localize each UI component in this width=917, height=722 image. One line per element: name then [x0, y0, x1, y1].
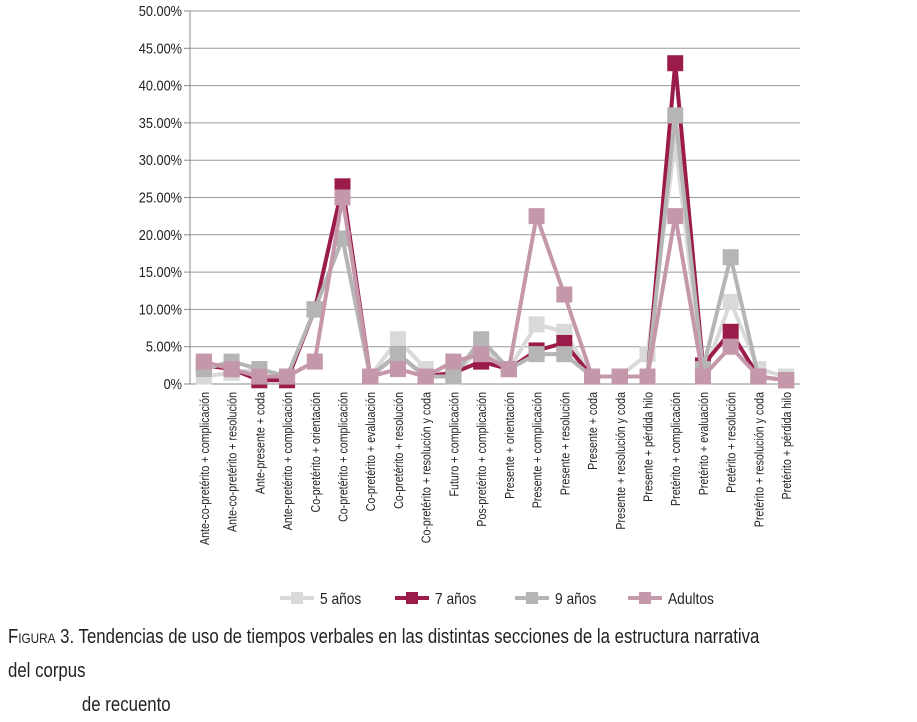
x-tick-label: Ante-pretérito + complicación [280, 392, 295, 530]
data-point [584, 368, 601, 385]
data-point [556, 346, 573, 363]
x-tick-label: Presente + coda [585, 392, 600, 470]
data-point [389, 361, 406, 378]
x-tick-label: Ante-presente + coda [252, 392, 267, 494]
data-point [279, 368, 296, 385]
data-point [473, 331, 490, 348]
data-point [362, 368, 379, 385]
legend-marker [406, 592, 418, 604]
data-point [389, 346, 406, 363]
data-point [722, 249, 739, 266]
data-point [750, 368, 767, 385]
data-point [306, 353, 323, 370]
legend-marker [291, 592, 303, 604]
data-point [251, 368, 268, 385]
y-tick-label: 20.00% [139, 226, 182, 243]
series-4 [195, 189, 795, 389]
x-tick-label: Pretérito + evaluación [696, 392, 711, 495]
data-point [722, 293, 739, 310]
figure-label: Figura 3. [8, 626, 75, 648]
legend-item: Adultos [628, 590, 714, 608]
caption-line-2: de recuento [81, 694, 171, 716]
data-point [528, 316, 545, 333]
figure-caption: Figura 3. Tendencias de uso de tiempos v… [8, 620, 764, 722]
x-tick-label: Co-pretérito + evaluación [363, 392, 378, 511]
x-tick-label: Presente + orientación [502, 392, 517, 499]
series-2 [195, 55, 795, 389]
data-point [778, 372, 795, 389]
data-point [694, 368, 711, 385]
x-tick-label: Pretérito + complicación [668, 392, 683, 506]
y-tick-label: 0% [164, 375, 182, 392]
data-point [611, 368, 628, 385]
legend-item: 7 años [395, 590, 476, 608]
data-point [445, 353, 462, 370]
legend-marker [526, 592, 538, 604]
x-tick-label: Co-pretérito + orientación [308, 392, 323, 512]
legend-label: Adultos [668, 590, 714, 608]
legend-label: 5 años [320, 590, 361, 608]
x-tick-label: Presente + resolución y coda [613, 392, 628, 530]
x-tick-label: Ante-co-pretérito + complicación [197, 392, 212, 545]
data-point [223, 361, 240, 378]
legend-item: 9 años [515, 590, 596, 608]
grid-lines [184, 10, 800, 385]
data-point [556, 286, 573, 303]
data-point [445, 368, 462, 385]
data-point [722, 323, 739, 340]
series-line [203, 115, 787, 383]
data-point [306, 301, 323, 318]
y-tick-label: 35.00% [139, 114, 182, 131]
x-tick-label: Futuro + complicación [446, 392, 461, 496]
x-tick-label: Pos-pretérito + complicación [474, 392, 489, 527]
legend: 5 años 7 años 9 años Adultos [280, 590, 714, 608]
data-point [639, 368, 656, 385]
y-tick-label: 45.00% [139, 39, 182, 56]
data-point [722, 338, 739, 355]
legend-label: 7 años [435, 590, 476, 608]
x-tick-label: Pretérito + pérdida hilo [779, 392, 794, 500]
line-chart: 0% 5.00% 10.00% 15.00% 20.00% 25.00% 30.00% 35.… [139, 2, 800, 608]
data-point [528, 346, 545, 363]
series-3 [195, 107, 795, 389]
data-point [528, 208, 545, 225]
series-line [203, 197, 787, 383]
caption-line-1: Tendencias de uso de tiempos verbales en… [8, 626, 760, 682]
y-tick-label: 30.00% [139, 151, 182, 168]
y-axis-tick-labels: 0% 5.00% 10.00% 15.00% 20.00% 25.00% 30.00% 35.… [139, 2, 182, 392]
series-lines [195, 55, 795, 389]
x-tick-label: Pretérito + resolución y coda [751, 392, 766, 528]
y-tick-label: 5.00% [146, 338, 182, 355]
y-tick-label: 50.00% [139, 2, 182, 19]
data-point [195, 353, 212, 370]
x-tick-label: Presente + resolución [557, 392, 572, 495]
x-tick-label: Pretérito + resolución [724, 392, 739, 493]
x-tick-label: Presente + complicación [530, 392, 545, 508]
data-point [667, 208, 684, 225]
data-point [667, 55, 684, 72]
data-point [500, 361, 517, 378]
y-tick-label: 40.00% [139, 77, 182, 94]
x-tick-label: Co-pretérito + complicación [335, 392, 350, 522]
data-point [389, 331, 406, 348]
x-axis-tick-labels: Ante-co-pretérito + complicación Ante-co-… [197, 392, 795, 545]
data-point [473, 346, 490, 363]
y-tick-label: 15.00% [139, 263, 182, 280]
y-tick-label: 25.00% [139, 188, 182, 205]
x-tick-label: Ante-co-pretérito + resolución [225, 392, 240, 532]
x-tick-label: Presente + pérdida hilo [640, 392, 655, 502]
data-point [667, 107, 684, 124]
data-point [417, 368, 434, 385]
x-tick-label: Co-pretérito + resolución [391, 392, 406, 509]
legend-item: 5 años [280, 590, 361, 608]
legend-marker [639, 592, 651, 604]
legend-label: 9 años [555, 590, 596, 608]
y-tick-label: 10.00% [139, 300, 182, 317]
x-tick-label: Co-pretérito + resolución y coda [419, 392, 434, 544]
data-point [334, 189, 351, 206]
